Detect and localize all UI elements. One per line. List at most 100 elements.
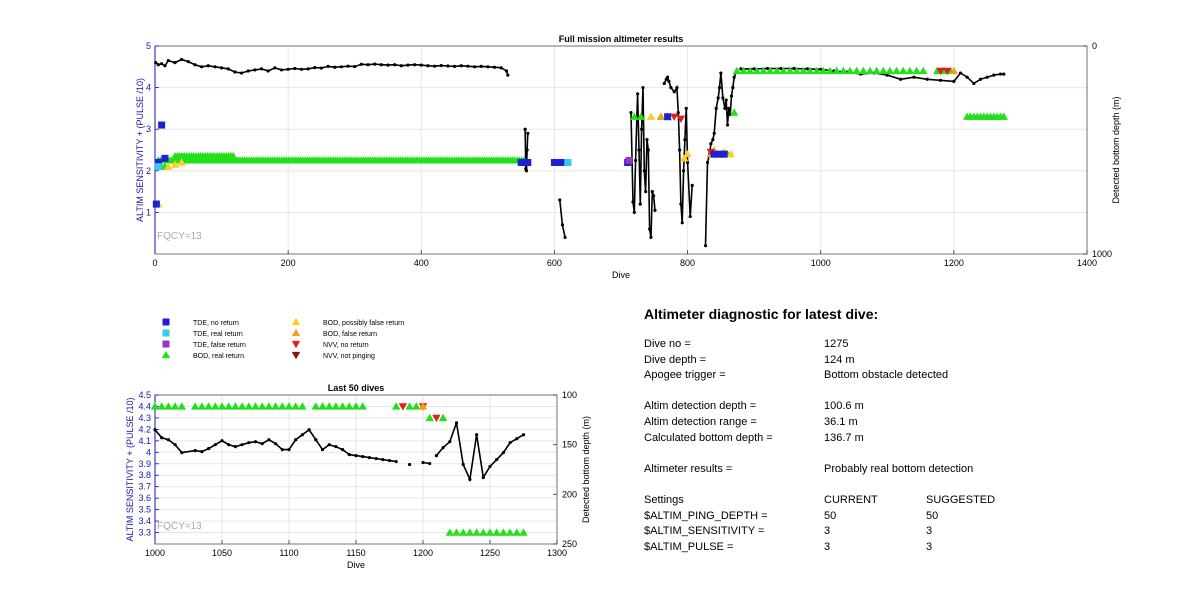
data-point-triangle-up (465, 528, 475, 536)
depth-point (488, 464, 492, 469)
data-point-triangle-up (656, 112, 666, 120)
depth-point (640, 127, 644, 131)
data-point-triangle-up (832, 66, 841, 75)
data-point-triangle-up (258, 402, 267, 410)
setting-suggested: 3 (926, 525, 933, 538)
depth-point (367, 455, 371, 460)
data-point-triangle-up (765, 66, 775, 75)
depth-point (459, 64, 463, 68)
data-point-triangle-up (271, 402, 280, 410)
depth-point (675, 86, 679, 90)
y-tick-label: 4.2 (138, 424, 151, 434)
depth-point (662, 81, 666, 86)
depth-line (559, 199, 566, 238)
depth-point (186, 60, 190, 64)
depth-point (260, 442, 264, 446)
depth-point (719, 71, 723, 75)
depth-point (634, 158, 638, 162)
x-tick-label: 400 (414, 258, 429, 268)
depth-point (716, 96, 720, 100)
data-point-triangle-up (244, 402, 253, 410)
depth-point (163, 64, 167, 68)
data-point-triangle-up (630, 112, 639, 120)
data-point-triangle-up (636, 112, 646, 120)
legend-label: TDE, real return (193, 331, 243, 338)
setting-current: 3 (824, 540, 831, 553)
data-point-triangle-up (405, 402, 414, 410)
data-point-triangle-up (445, 528, 454, 536)
data-point-triangle-up (291, 328, 301, 337)
depth-point (709, 142, 713, 146)
depth-point (341, 448, 345, 452)
depth-point (354, 453, 358, 458)
depth-point (200, 450, 204, 454)
data-point-triangle-up (452, 528, 461, 536)
data-point-triangle-up (331, 402, 341, 410)
depth-point (233, 70, 237, 74)
altim-detection-range-row: Altim detection range = 36.1 m (644, 416, 1164, 432)
data-point-triangle-up (229, 152, 238, 160)
data-point-triangle-up (892, 66, 901, 75)
depth-point (985, 75, 989, 79)
data-point-triangle-up (164, 162, 173, 170)
y-tick-label: 4 (146, 83, 151, 93)
setting-suggested: 3 (926, 540, 933, 553)
data-point-square (158, 121, 166, 129)
data-point-square (517, 158, 525, 166)
data-point-triangle-up (211, 402, 220, 410)
y-tick-label: 3.3 (138, 528, 151, 538)
depth-point (434, 453, 438, 458)
x-tick-label: 1200 (944, 258, 964, 268)
plot-frame (154, 45, 1088, 255)
calculated-bottom-depth-value: 136.7 m (824, 431, 864, 444)
y2-axis-label: Detected bottom depth (m) (581, 416, 591, 523)
depth-point (638, 202, 642, 206)
data-point-triangle-up (505, 528, 515, 536)
y2-tick-label: 100 (562, 390, 577, 400)
legend-label: BOD, possibly false return (323, 320, 404, 327)
depth-point (314, 438, 318, 442)
data-point-square (550, 158, 558, 166)
depth-point (156, 63, 160, 67)
y-tick-label: 4.5 (138, 390, 151, 400)
data-point-triangle-up (745, 66, 755, 75)
depth-point (379, 63, 383, 67)
depth-point (180, 57, 184, 62)
depth-point (153, 428, 157, 432)
depth-point (690, 183, 694, 187)
data-point-square (710, 150, 718, 158)
last-50-dives-chart: 1000 1050 1100 1150 1200 1250 1300 3.3 3.43.5 3.6… (125, 383, 591, 570)
data-point-triangle-up (325, 402, 334, 410)
setting-name: $ALTIM_SENSITIVITY = (644, 525, 765, 538)
depth-point (334, 445, 338, 449)
apogee-trigger-value: Bottom obstacle detected (824, 369, 949, 382)
depth-point (711, 138, 715, 142)
data-point-triangle-up (805, 66, 815, 75)
setting-name: $ALTIM_PING_DEPTH = (644, 509, 768, 522)
depth-point (226, 67, 230, 71)
depth-point (253, 440, 258, 444)
depth-point (912, 75, 916, 79)
depth-point (724, 98, 728, 102)
depth-point (472, 65, 477, 69)
data-point-triangle-down (398, 403, 408, 411)
y2-axis-label: Detected bottom depth (m) (1111, 96, 1121, 203)
full-mission-chart: 0 200 400 600 800 1000 1200 1400 1 2 3 4 5 0 1000 Full … (135, 34, 1121, 280)
depth-point (327, 443, 331, 447)
data-point-triangle-up (499, 528, 508, 536)
depth-point (641, 86, 645, 90)
depth-point (413, 63, 417, 67)
depth-point (925, 77, 929, 81)
data-point-triangle-up (729, 108, 739, 116)
depth-point (965, 75, 969, 79)
depth-point (259, 67, 264, 71)
data-point-triangle-up (204, 402, 213, 410)
y-tick-label: 1 (146, 207, 151, 217)
y2-tick-label: 0 (1092, 41, 1097, 51)
data-point-triangle-up (683, 149, 692, 158)
data-point-triangle-up (170, 402, 180, 410)
data-point-triangle-up (358, 402, 367, 410)
depth-point (347, 453, 351, 457)
data-point-triangle-up (812, 66, 821, 75)
depth-point (247, 441, 251, 445)
